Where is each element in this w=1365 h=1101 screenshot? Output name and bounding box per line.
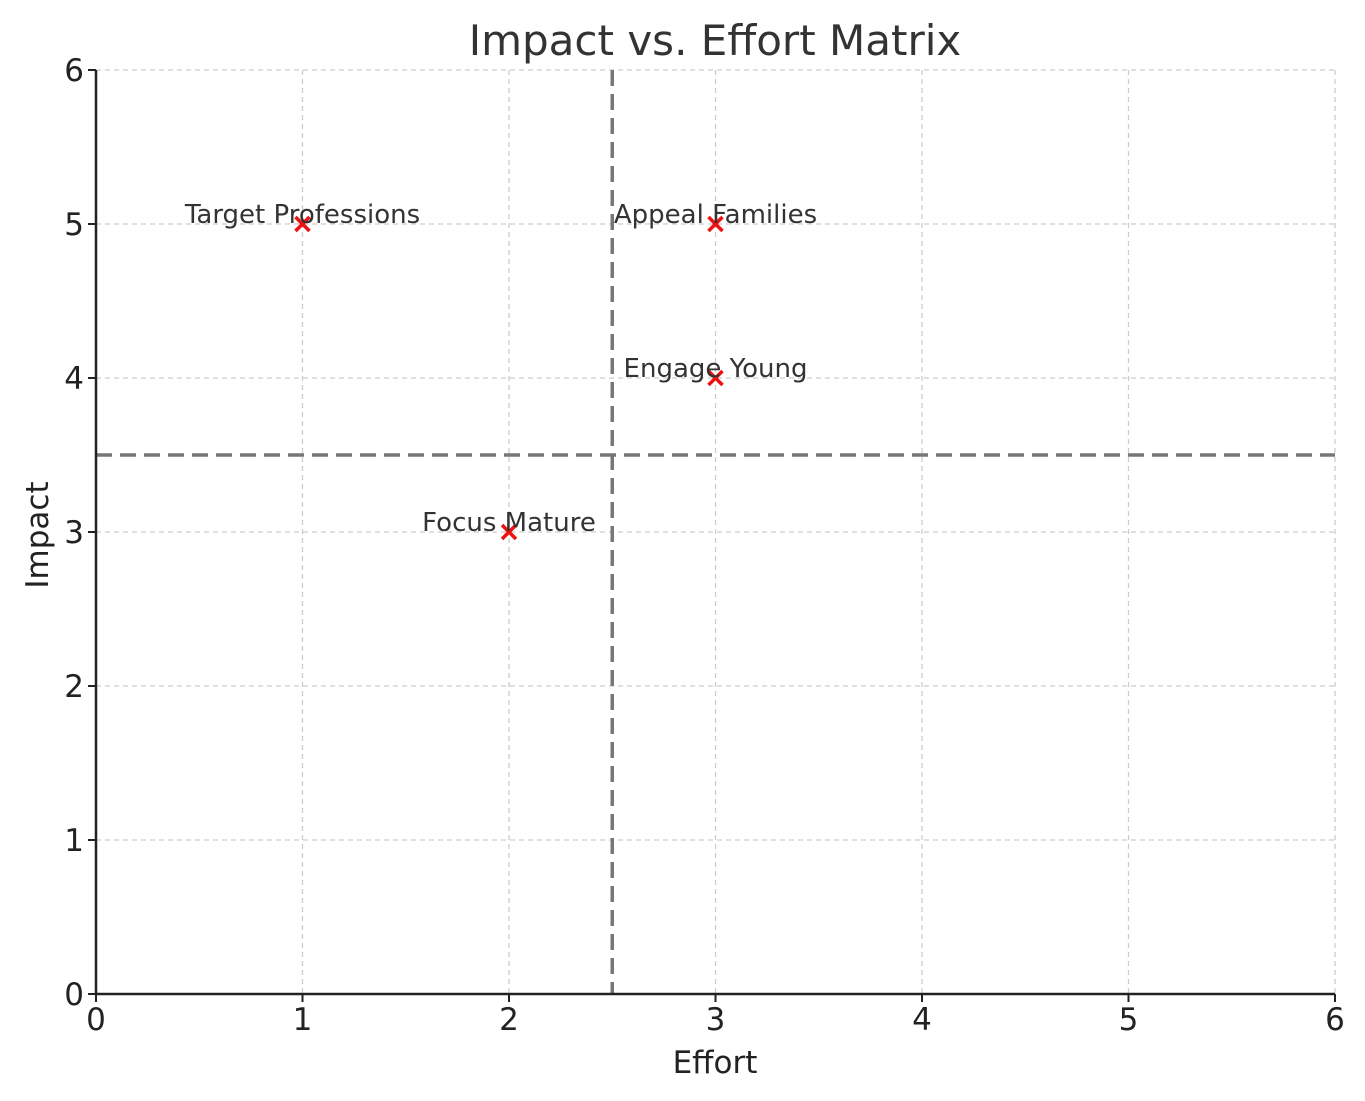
y-tick-label: 3 <box>64 515 84 551</box>
point-label: Appeal Families <box>614 200 817 230</box>
y-tick-label: 1 <box>64 823 84 859</box>
x-tick-label: 6 <box>1325 1002 1345 1038</box>
y-tick-label: 4 <box>64 361 84 397</box>
point-label: Engage Young <box>624 354 808 384</box>
x-axis-label: Effort <box>673 1045 758 1081</box>
y-tick-label: 5 <box>64 207 84 243</box>
x-marker-stroke <box>707 215 724 233</box>
point-label: Target Professions <box>184 200 420 230</box>
data-point: Target Professions <box>184 200 420 233</box>
x-tick-label: 5 <box>1119 1002 1139 1038</box>
axes-layer: 0 1 2 3 4 5 6 0 1 2 3 4 5 6 <box>64 53 1345 1038</box>
x-tick-label: 4 <box>912 1002 932 1038</box>
x-tick-label: 2 <box>499 1002 519 1038</box>
data-point: Engage Young <box>624 354 808 387</box>
x-marker-stroke <box>294 215 311 233</box>
points-layer: Target Professions Appeal Families Engage … <box>184 200 817 541</box>
threshold-layer <box>96 70 1335 994</box>
y-tick-label: 0 <box>64 977 84 1013</box>
x-tick-label: 3 <box>706 1002 726 1038</box>
x-tick-label: 0 <box>86 1002 106 1038</box>
point-label: Focus Mature <box>422 508 596 538</box>
data-point: Appeal Families <box>614 200 817 233</box>
y-tick-label: 6 <box>64 53 84 89</box>
y-axis-label: Impact <box>20 481 56 588</box>
chart-title: Impact vs. Effort Matrix <box>469 16 962 65</box>
x-tick-label: 1 <box>293 1002 313 1038</box>
y-tick-label: 2 <box>64 669 84 705</box>
x-marker-stroke <box>500 523 518 541</box>
data-point: Focus Mature <box>422 508 596 541</box>
x-marker-stroke <box>707 369 724 387</box>
